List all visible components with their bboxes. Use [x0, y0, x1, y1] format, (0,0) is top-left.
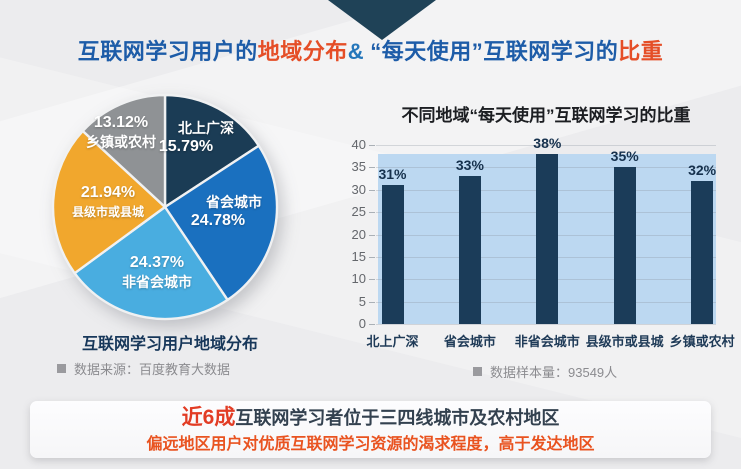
pie-label-shenghui: 省会城市 24.78% [191, 193, 262, 231]
title-part: & [347, 39, 365, 64]
data-source-note: 数据来源：百度教育大数据 [57, 359, 230, 378]
bar-value-label: 32% [688, 161, 717, 178]
square-bullet-icon [473, 367, 482, 376]
bar-1 [458, 176, 481, 324]
title-part: 比重 [618, 39, 664, 64]
y-tick-mark [369, 189, 375, 191]
bar-chart-section: 不同地域“每天使用”互联网学习的比重 0 5 10 15 20 25 30 35 40 31% 北上… [338, 95, 738, 395]
bar-value-label: 35% [610, 148, 639, 165]
pie-slice-name: 北上广深 [178, 120, 234, 136]
pie-slice-value: 15.79% [158, 138, 214, 155]
pie-slice-3 [51, 129, 167, 275]
conclusion-rest: 互联网学习者位于三四线城市及农村地区 [235, 408, 560, 428]
bar-value-label: 33% [455, 157, 484, 174]
y-tick-mark [369, 212, 375, 214]
pie-slice-0 [163, 93, 260, 209]
bar-value-label: 38% [533, 134, 562, 151]
conclusion-highlight: 近6成 [181, 406, 236, 429]
pie-chart [51, 93, 279, 321]
conclusion-line-2: 偏远地区用户对优质互联网学习资源的渴求程度，高于发达地区 [146, 436, 595, 453]
y-tick-label: 10 [351, 271, 366, 287]
title-part: 互联网学习的 [483, 39, 619, 64]
title-part: 互联网学习用户的 [77, 39, 258, 64]
y-tick-label: 0 [358, 316, 366, 331]
title-part: “每天使用” [370, 39, 484, 64]
y-tick-mark [369, 234, 375, 236]
y-tick-mark [369, 167, 375, 169]
y-tick-label: 5 [358, 293, 366, 309]
pie-slice-name: 非省会城市 [122, 274, 192, 290]
y-tick-mark [369, 256, 375, 258]
sample-size-text: 数据样本量：93549人 [490, 365, 618, 380]
pie-label-xiangzhen: 13.12% 乡镇或农村 [86, 113, 156, 151]
conclusion-banner: 近6成互联网学习者位于三四线城市及农村地区 偏远地区用户对优质互联网学习资源的渴… [30, 401, 711, 458]
pie-slice-2 [73, 205, 229, 321]
pie-slice-value: 21.94% [80, 184, 136, 201]
pie-slice-value: 24.37% [129, 254, 185, 271]
pie-label-feishenghui: 24.37% 非省会城市 [122, 253, 192, 291]
x-axis-label: 省会城市 [443, 334, 496, 349]
x-axis-label: 北上广深 [366, 334, 419, 349]
y-tick-label: 25 [351, 204, 366, 220]
square-bullet-icon [57, 364, 66, 373]
y-tick-mark [369, 324, 375, 325]
y-tick-mark [369, 145, 375, 146]
pie-slice-value: 13.12% [93, 114, 149, 131]
x-axis-label: 非省会城市 [514, 334, 580, 349]
bar-chart-title: 不同地域“每天使用”互联网学习的比重 [401, 106, 691, 125]
gridline [376, 324, 716, 325]
title-part: 地域分布 [257, 39, 348, 64]
y-tick-mark [369, 279, 375, 281]
data-source-text: 数据来源：百度教育大数据 [74, 362, 231, 377]
y-tick-label: 35 [351, 159, 366, 175]
bar-2 [536, 153, 559, 324]
pie-chart-caption: 互联网学习用户地域分布 [81, 336, 258, 353]
y-tick-label: 15 [351, 248, 366, 264]
y-tick-label: 40 [351, 137, 366, 152]
pie-label-xianji: 21.94% 县级市或县城 [72, 183, 144, 221]
bar-4 [691, 180, 714, 324]
y-tick-label: 20 [351, 226, 366, 242]
pie-slice-name: 乡镇或农村 [86, 134, 156, 150]
bar-value-label: 31% [378, 166, 407, 183]
pie-chart-section: 北上广深 15.79% 省会城市 24.78% 24.37% 非省会城市 21.… [45, 87, 295, 387]
pie-slice-1 [163, 144, 279, 302]
pie-label-beishangguangshen: 北上广深 15.79% [159, 119, 234, 157]
sample-size-note: 数据样本量：93549人 [473, 362, 617, 381]
gridline [376, 145, 716, 146]
pie-slice-name: 省会城市 [206, 194, 262, 210]
bar-3 [613, 167, 636, 324]
y-tick-mark [369, 301, 375, 303]
pie-slice-name: 县级市或县城 [71, 205, 145, 219]
x-axis-label: 县级市或县城 [585, 334, 664, 349]
bar-plot: 0 5 10 15 20 25 30 35 40 31% 北上广深 33% 省会城市 38% 非省会城市 35… [352, 135, 735, 349]
x-axis-label: 乡镇或农村 [669, 334, 735, 349]
pie-slice-value: 24.78% [190, 212, 246, 229]
conclusion-line-1: 近6成互联网学习者位于三四线城市及农村地区 [30, 406, 711, 432]
bar-0 [381, 185, 404, 324]
down-triangle-icon [328, 0, 436, 40]
y-tick-label: 30 [351, 181, 366, 197]
page-title: 互联网学习用户的地域分布& “每天使用”互联网学习的比重 [0, 34, 741, 66]
pie-slice-4 [81, 93, 167, 209]
